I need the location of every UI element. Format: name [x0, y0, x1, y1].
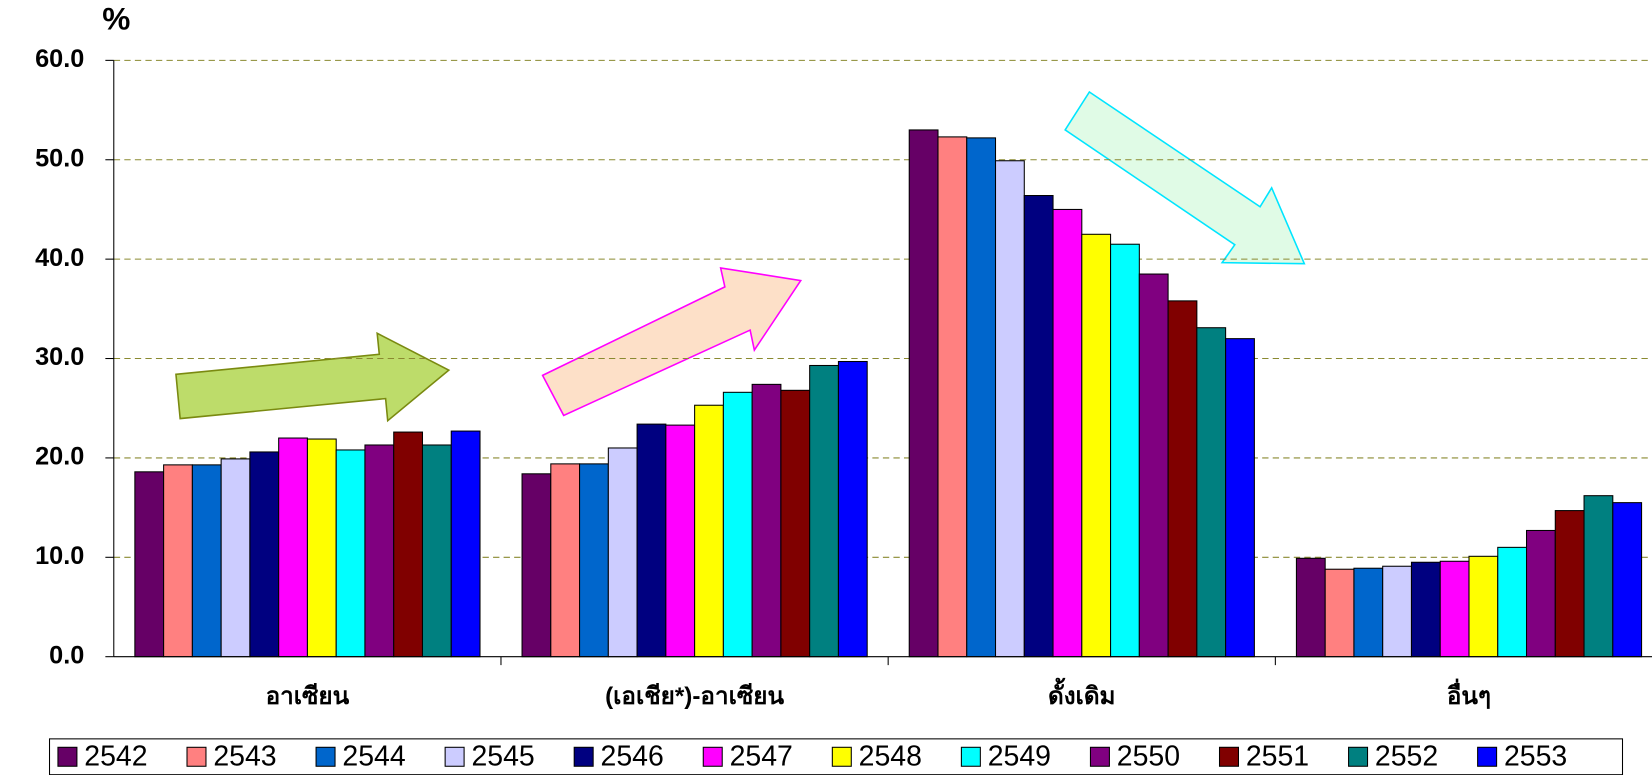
- x-tick-label: อื่นๆ: [1447, 678, 1491, 710]
- y-tick-label: 10.0: [35, 542, 84, 570]
- bar: [665, 424, 696, 658]
- legend-swatch: [444, 746, 465, 767]
- bar: [1410, 561, 1441, 658]
- bar: [809, 364, 839, 658]
- legend-swatch: [1477, 746, 1498, 767]
- bar: [1295, 557, 1326, 658]
- legend-swatch: [57, 746, 78, 767]
- bar: [393, 431, 424, 658]
- y-tick-label: 60.0: [35, 45, 84, 73]
- bar: [1525, 529, 1556, 658]
- bar: [550, 463, 581, 658]
- bar: [1612, 502, 1643, 658]
- bar: [335, 449, 366, 658]
- bar: [1353, 567, 1384, 658]
- y-tick-label: 30.0: [35, 343, 84, 371]
- legend-label: 2547: [730, 740, 793, 772]
- bar: [249, 451, 280, 658]
- bar: [607, 447, 638, 658]
- bar: [1023, 195, 1054, 658]
- bar: [937, 136, 968, 658]
- bar: [1439, 560, 1470, 658]
- bar: [220, 458, 251, 658]
- bar: [364, 444, 395, 658]
- bar: [1167, 300, 1198, 658]
- legend-swatch: [573, 746, 594, 767]
- legend-label: 2544: [342, 740, 405, 772]
- bar: [191, 464, 222, 658]
- bar: [837, 360, 868, 658]
- bar: [1554, 510, 1585, 658]
- x-tick-label: (เอเชีย*)-อาเซียน: [605, 682, 784, 710]
- legend-label: 2545: [471, 740, 534, 772]
- y-axis-label: %: [102, 1, 130, 37]
- y-tick-label: 0.0: [49, 641, 84, 669]
- legend-label: 2553: [1504, 740, 1567, 772]
- bar: [1138, 273, 1169, 658]
- bar: [1081, 233, 1112, 658]
- bar: [1110, 243, 1140, 658]
- arrow: [1064, 90, 1306, 265]
- legend-swatch: [186, 746, 207, 767]
- legend-label: 2548: [859, 740, 922, 772]
- bar: [1382, 565, 1412, 658]
- bar: [722, 391, 753, 658]
- legend-swatch: [1348, 746, 1369, 767]
- bar: [994, 160, 1025, 658]
- bar: [694, 404, 724, 658]
- arrow: [175, 331, 451, 423]
- y-tick-label: 20.0: [35, 443, 84, 471]
- legend-label: 2542: [84, 740, 147, 772]
- legend-swatch: [1218, 746, 1240, 767]
- bar: [636, 423, 667, 658]
- legend-label: 2552: [1375, 740, 1438, 772]
- legend-label: 2551: [1246, 740, 1309, 772]
- bar: [163, 464, 193, 658]
- legend-label: 2543: [213, 740, 276, 772]
- y-tick-label: 50.0: [35, 144, 84, 172]
- arrow: [541, 266, 803, 417]
- bar: [1052, 208, 1083, 658]
- y-tick-label: 40.0: [35, 244, 84, 272]
- bar: [421, 444, 452, 658]
- bar: [1583, 495, 1614, 658]
- bar: [966, 137, 997, 658]
- bar: [1196, 327, 1227, 658]
- legend-swatch: [315, 746, 336, 767]
- bar: [1225, 338, 1255, 658]
- legend-label: 2549: [988, 740, 1051, 772]
- bar: [579, 463, 609, 658]
- legend-label: 2546: [601, 740, 664, 772]
- bar: [450, 430, 481, 658]
- legend-swatch: [702, 746, 723, 767]
- bar: [521, 473, 552, 658]
- bar: [1324, 568, 1355, 658]
- bar: [278, 437, 308, 658]
- legend-swatch: [960, 746, 981, 767]
- bar: [1497, 546, 1528, 658]
- bar: [751, 383, 782, 658]
- x-tick-label: อาเซียน: [266, 682, 350, 710]
- arrows: [175, 90, 1306, 423]
- bar: [1468, 555, 1499, 658]
- bar: [780, 389, 811, 658]
- bar: [908, 129, 939, 658]
- x-tick-label: ดั้งเดิม: [1048, 677, 1116, 710]
- bar: [134, 471, 165, 658]
- legend-swatch: [831, 746, 852, 767]
- bar: [306, 438, 337, 658]
- legend-label: 2550: [1117, 740, 1180, 772]
- legend-swatch: [1089, 746, 1110, 767]
